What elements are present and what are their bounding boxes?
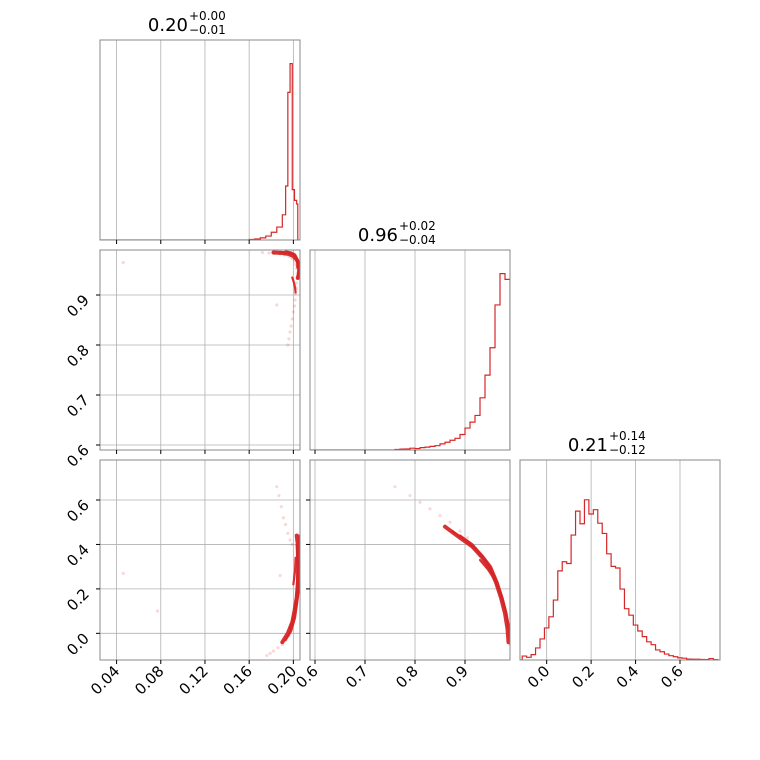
scatter-content xyxy=(121,485,300,658)
scatter-frame xyxy=(99,459,301,661)
scatter-point xyxy=(276,646,280,650)
histogram-frame-param-2 xyxy=(519,459,721,661)
scatter-point xyxy=(408,493,412,498)
scatter-point xyxy=(286,343,290,347)
scatter-point xyxy=(265,653,269,658)
scatter-point xyxy=(293,298,297,302)
scatter-content xyxy=(121,250,300,347)
contour-line xyxy=(451,530,510,639)
y-tick-label-param-2: 0.6 xyxy=(63,496,93,526)
histogram-step-param-2 xyxy=(520,499,719,660)
title-upper-param-1: +0.02 xyxy=(399,219,436,233)
scatter-point xyxy=(277,493,281,498)
histogram-step-param-0 xyxy=(100,63,300,240)
y-tick-label-param-1: 0.8 xyxy=(63,341,93,371)
scatter-panel-param-1-vs-2 xyxy=(306,459,511,664)
scatter-point xyxy=(275,303,279,307)
scatter-point xyxy=(289,324,293,328)
x-tick-label-param-2: 0.2 xyxy=(568,662,598,692)
contour-line xyxy=(288,543,299,630)
scatter-frame xyxy=(309,459,511,661)
title-lower-param-0: −0.01 xyxy=(189,23,226,37)
histogram-step-param-1 xyxy=(310,273,510,450)
scatter-point xyxy=(465,536,470,540)
y-tick-label-param-1: 0.9 xyxy=(63,291,93,321)
scatter-point xyxy=(290,542,294,547)
scatter-point xyxy=(428,507,432,511)
scatter-point xyxy=(279,505,283,509)
scatter-point xyxy=(155,609,160,613)
scatter-panel-param-0-vs-2 xyxy=(96,459,301,664)
scatter-point xyxy=(418,500,422,504)
contour-line xyxy=(292,556,297,586)
histogram-frame-param-0 xyxy=(99,39,301,241)
scatter-point xyxy=(268,651,272,655)
x-tick-label-param-0: 0.04 xyxy=(87,662,123,698)
y-tick-label-param-2: 0.4 xyxy=(63,541,93,571)
histogram-panel-param-1 xyxy=(309,249,511,454)
scatter-point xyxy=(281,516,286,520)
x-tick-label-param-0: 0.16 xyxy=(220,662,256,698)
scatter-point xyxy=(292,304,297,308)
scatter-point xyxy=(287,337,291,341)
scatter-content xyxy=(393,485,510,647)
title-lower-param-1: −0.04 xyxy=(399,233,436,247)
scatter-point xyxy=(271,649,276,653)
scatter-point xyxy=(290,317,294,321)
x-tick-label-param-0: 0.08 xyxy=(131,662,167,698)
contour-line xyxy=(458,534,510,630)
scatter-point xyxy=(291,310,295,314)
title-upper-param-2: +0.14 xyxy=(609,429,646,443)
title-upper-param-0: +0.00 xyxy=(189,9,226,23)
x-tick-label-param-1: 0.8 xyxy=(392,662,422,692)
scatter-point xyxy=(260,250,265,255)
scatter-point xyxy=(288,330,292,334)
axis-tick-labels: 0.04 0.08 0.12 0.16 0.200.6 0.7 0.8 0.9 0.0 0.2 0.… xyxy=(63,291,687,698)
histogram-panel-param-0 xyxy=(99,39,301,244)
x-tick-label-param-1: 0.7 xyxy=(342,662,372,692)
scatter-point xyxy=(286,531,290,535)
scatter-point xyxy=(267,251,271,255)
y-tick-label-param-1: 0.7 xyxy=(63,391,93,421)
x-tick-label-param-2: 0.0 xyxy=(524,662,554,692)
y-tick-label-param-1: 0.6 xyxy=(63,441,93,471)
scatter-point xyxy=(448,520,452,524)
y-tick-label-param-2: 0.2 xyxy=(63,585,93,615)
x-tick-label-param-2: 0.4 xyxy=(613,662,643,692)
scatter-point xyxy=(458,529,462,533)
histogram-panel-param-2 xyxy=(519,459,721,664)
y-tick-label-param-2: 0.0 xyxy=(63,629,93,659)
title-median-param-1: 0.96 xyxy=(358,225,398,246)
scatter-panel-param-0-vs-1 xyxy=(96,249,301,454)
panel-titles: 0.20 +0.00−0.01 0.96 +0.02−0.04 0.21 +0.14−0.… xyxy=(148,9,646,457)
title-lower-param-2: −0.12 xyxy=(609,443,646,457)
contour-line xyxy=(284,250,299,269)
scatter-point xyxy=(393,485,397,489)
scatter-point xyxy=(284,522,288,527)
contour-line xyxy=(478,558,505,604)
scatter-point xyxy=(288,538,292,542)
scatter-point xyxy=(278,573,282,578)
title-median-param-2: 0.21 xyxy=(568,435,608,456)
scatter-point xyxy=(275,485,279,489)
x-tick-label-param-1: 0.6 xyxy=(292,662,322,692)
x-tick-label-param-1: 0.9 xyxy=(442,662,472,692)
x-tick-label-param-2: 0.6 xyxy=(657,662,687,692)
contour-line xyxy=(284,534,300,642)
scatter-point xyxy=(295,281,299,285)
title-median-param-0: 0.20 xyxy=(148,15,188,36)
x-tick-label-param-0: 0.12 xyxy=(175,662,211,698)
scatter-frame xyxy=(99,249,301,451)
scatter-point xyxy=(438,513,442,518)
histogram-frame-param-1 xyxy=(309,249,511,451)
scatter-point xyxy=(121,571,125,575)
contour-line xyxy=(291,276,297,294)
scatter-point xyxy=(121,260,125,265)
